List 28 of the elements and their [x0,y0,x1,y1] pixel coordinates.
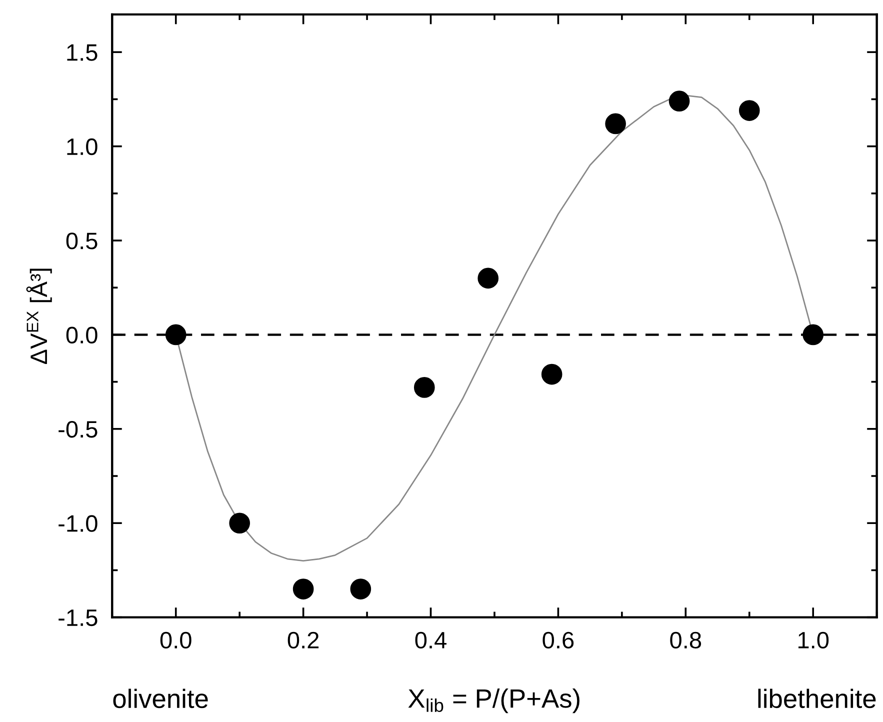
point [229,512,250,534]
x-axis-title: X$_{lib}$ = P/(P+As) [408,688,580,714]
point [165,324,186,346]
x-tick-label: 0.8 [670,632,702,649]
x-tick-label: 0.2 [288,632,319,649]
point [802,324,824,346]
point [668,90,690,112]
x-tick-label: 1.0 [798,632,829,649]
text: olivenite [113,688,208,708]
point [350,578,372,600]
point [414,377,435,398]
point [738,100,760,121]
x-tick-label: 0.6 [542,632,574,649]
y-tick-label: 1.0 [67,138,98,156]
y-tick-label: -1.5 [58,610,98,626]
point [478,268,499,289]
y-axis-title: ΔV$^{EX}$ [Å³] [26,268,52,364]
text: libethenite [758,688,876,708]
y-tick-label: 1.5 [67,44,98,61]
point [292,578,314,600]
y-tick-label: -1.0 [58,515,98,532]
y-tick-label: 0.0 [66,326,98,344]
x-tick-label: 0.4 [415,632,446,649]
y-tick-label: 0.5 [66,232,98,250]
point [541,364,562,385]
point [605,113,626,134]
y-tick-label: -0.5 [58,420,98,438]
x-tick-label: 0.0 [160,632,192,649]
